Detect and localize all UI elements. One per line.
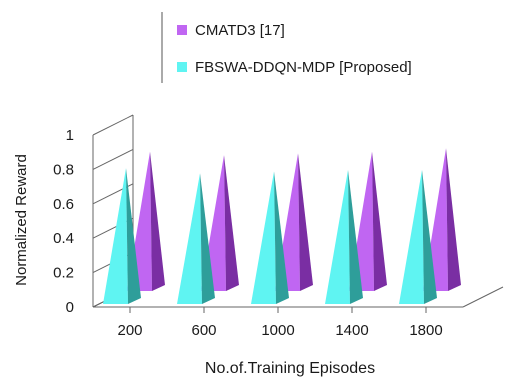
- bar-cmatd3-side: [372, 151, 387, 291]
- y-tick-label: 1: [66, 127, 74, 144]
- legend: CMATD3 [17] FBSWA-DDQN-MDP [Proposed]: [161, 12, 412, 83]
- bar-cmatd3-side: [150, 151, 165, 291]
- bar-fbswa: [325, 169, 363, 304]
- bar-fbswa: [177, 173, 215, 304]
- floor-right-edge: [462, 286, 504, 308]
- y-tick-line: [92, 114, 134, 136]
- bar-fbswa: [399, 169, 437, 304]
- bar-fbswa-side: [126, 168, 141, 304]
- x-axis-label: No.of.Training Episodes: [205, 360, 375, 377]
- y-tick-label: 0: [66, 299, 74, 316]
- bar-fbswa-face: [251, 171, 276, 304]
- bar-cmatd3-side: [224, 155, 239, 291]
- bar-fbswa-face: [399, 169, 424, 304]
- bar-cmatd3-side: [298, 153, 313, 291]
- legend-label-series-0: CMATD3 [17]: [195, 22, 285, 39]
- legend-swatch-series-0: [177, 25, 187, 35]
- legend-swatch-series-1: [177, 62, 187, 72]
- x-tick-label: 1800: [409, 322, 442, 339]
- bar-fbswa-side: [200, 173, 215, 304]
- bars: [103, 148, 461, 304]
- x-tick-label: 200: [117, 322, 142, 339]
- bar-fbswa-face: [325, 169, 350, 304]
- bar-fbswa-side: [348, 169, 363, 304]
- y-tick-label: 0.4: [53, 230, 74, 247]
- bar-fbswa-face: [177, 173, 202, 304]
- y-axis-label: Normalized Reward: [13, 154, 30, 286]
- x-tick-label: 1400: [335, 322, 368, 339]
- y-tick-label: 0.6: [53, 196, 74, 213]
- y-tick-line: [92, 148, 134, 170]
- x-tick-label: 600: [191, 322, 216, 339]
- y-tick-label: 0.8: [53, 161, 74, 178]
- bar-fbswa: [103, 168, 141, 304]
- y-tick-label: 0.2: [53, 265, 74, 282]
- x-tick-labels: 200 600 1000 1400 1800: [117, 307, 443, 339]
- bar-fbswa-side: [274, 171, 289, 304]
- bar-fbswa: [251, 171, 289, 304]
- bar-fbswa-side: [422, 169, 437, 304]
- bar-fbswa-face: [103, 168, 128, 304]
- x-tick-label: 1000: [261, 322, 294, 339]
- legend-label-series-1: FBSWA-DDQN-MDP [Proposed]: [195, 59, 412, 76]
- bar-cmatd3-side: [446, 148, 461, 291]
